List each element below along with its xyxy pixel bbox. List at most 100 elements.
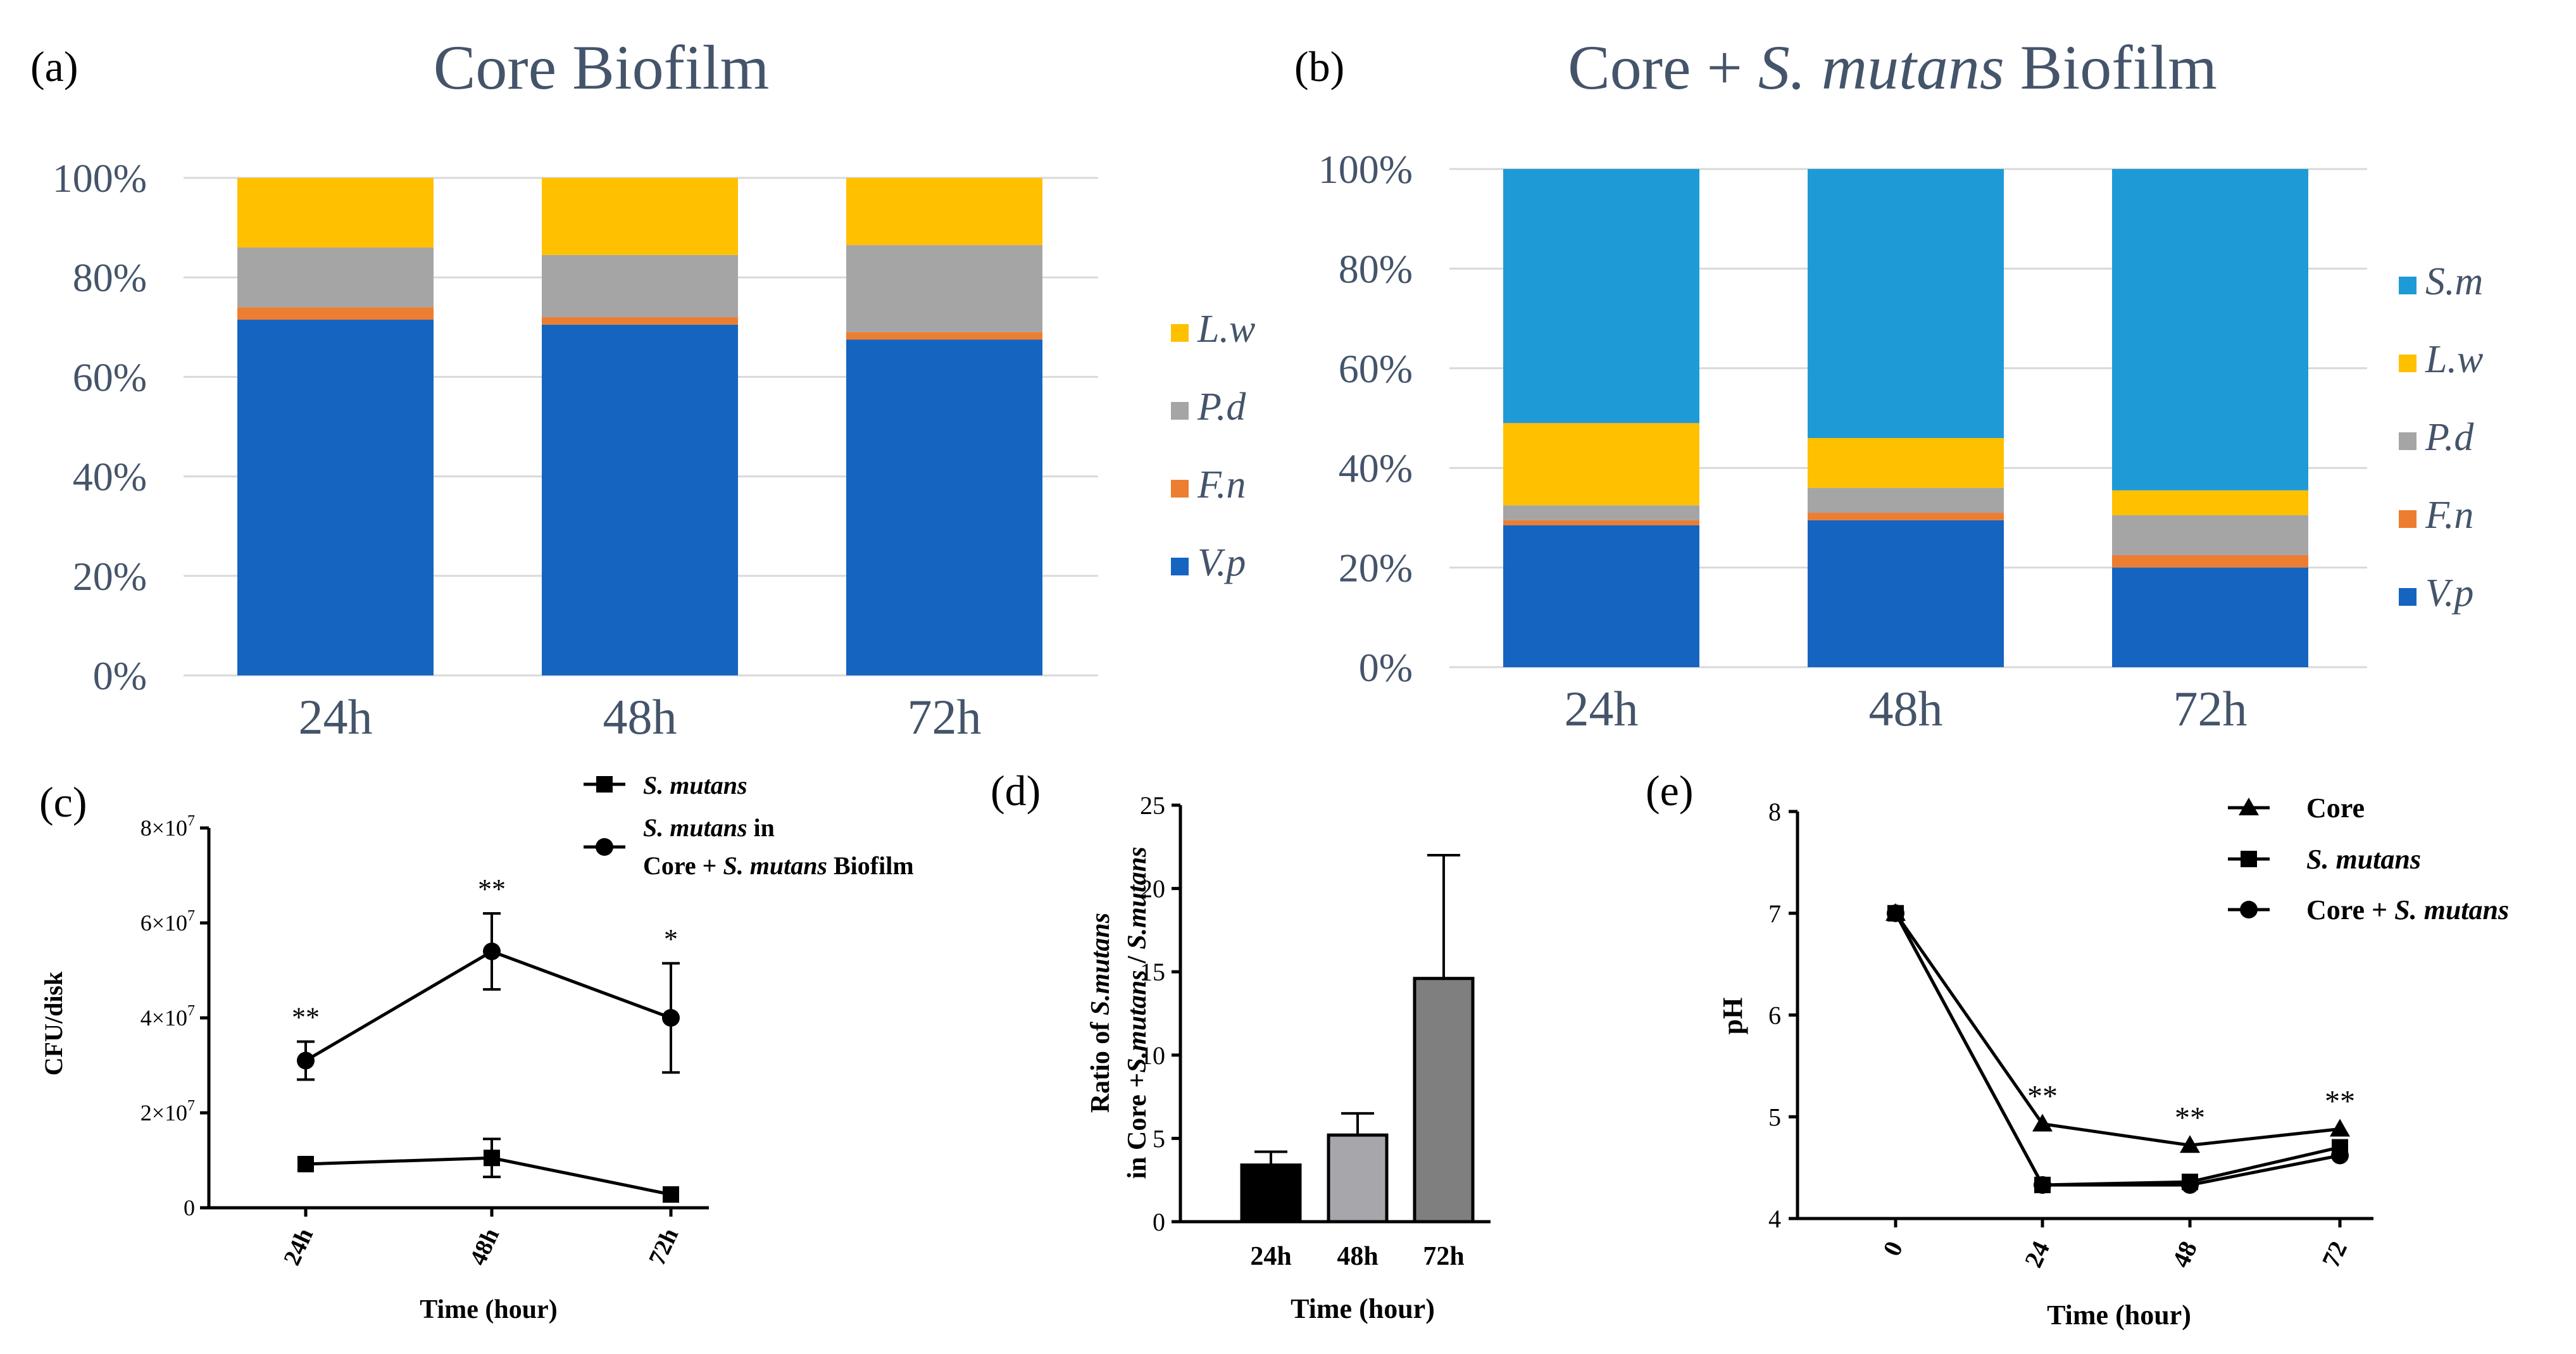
x-axis-ticks-d: 24h 48h 72h	[1250, 1242, 1464, 1271]
significance-label: *	[664, 924, 678, 955]
legend-label: P.d	[2425, 416, 2474, 459]
x-axis-label-c: Time (hour)	[420, 1295, 557, 1324]
significance-e: ** ** **	[2027, 1080, 2355, 1135]
legend-swatch	[2399, 277, 2417, 294]
y-tick-label: 0%	[93, 653, 147, 698]
y-tick-label: 0	[1153, 1208, 1165, 1236]
legend-label: S. mutans	[643, 771, 747, 799]
axes-c	[200, 826, 709, 1217]
legend-label: Core + S. mutans	[2306, 894, 2509, 925]
y-tick-label: 7	[1768, 900, 1781, 928]
panel-e: (e) 4 5 6 7 8 0 24 48 72 ** ** ** pH Tim…	[1646, 767, 2509, 1331]
y-tick-label: 80%	[1339, 246, 1413, 291]
panel-label-d: (d)	[991, 767, 1041, 815]
chart-title-b: Core + S. mutans Biofilm	[1568, 32, 2217, 103]
significance-label: **	[292, 1002, 320, 1033]
chart-title-a: Core Biofilm	[434, 32, 770, 103]
legend-label: S.m	[2425, 260, 2483, 303]
bar	[1327, 1133, 1389, 1224]
x-tick-label: 72h	[908, 689, 982, 744]
triangle-marker	[2180, 1135, 2200, 1153]
series-line	[1894, 912, 2341, 1187]
circle-marker	[2034, 1175, 2051, 1194]
square-marker-icon	[596, 776, 613, 793]
bar-segment-lw	[2112, 490, 2308, 515]
bar-segment-lw	[1808, 437, 2004, 488]
y-axis-label-d: Ratio of S.mutans in Core +S.mutans / S.…	[1086, 846, 1152, 1179]
significance-c: ** ** *	[292, 874, 678, 1033]
bar-segment-sm	[1808, 169, 2004, 438]
panel-label-e: (e)	[1646, 767, 1693, 815]
circle-marker	[483, 943, 501, 960]
y-tick-label: 5	[1768, 1103, 1781, 1131]
circle-marker	[297, 1051, 315, 1070]
panel-label-b: (b)	[1294, 42, 1344, 91]
circle-marker	[2181, 1175, 2199, 1194]
series-e	[1885, 903, 2350, 1194]
y-tick-label: 8	[1768, 798, 1781, 826]
y-tick-label: 100%	[53, 156, 147, 201]
bar-segment-fn	[1503, 520, 1699, 525]
legend-label: V.p	[1197, 541, 1246, 584]
triangle-marker	[2330, 1119, 2350, 1137]
bar-segment-vp	[2112, 567, 2308, 667]
panel-b: (b) Core + S. mutans Biofilm 0% 20% 40% …	[1294, 32, 2483, 736]
bar-segment-pd	[846, 245, 1042, 332]
legend-b: S.m L.w P.d F.n V.p	[2399, 260, 2483, 615]
significance-label: **	[2325, 1085, 2355, 1119]
x-axis-ticks-a: 24h 48h 72h	[299, 689, 982, 744]
y-tick-label: 5	[1153, 1124, 1165, 1153]
circle-marker	[2331, 1146, 2349, 1165]
legend-label: S. mutans	[2306, 844, 2421, 875]
bar-segment-lw	[542, 178, 738, 255]
x-tick-label: 24h	[1565, 681, 1639, 736]
bar-segment-lw	[846, 178, 1042, 246]
x-tick-label: 0	[1877, 1237, 1908, 1260]
bar-segment-fn	[542, 317, 738, 325]
bar-segment-fn	[2112, 555, 2308, 568]
y-tick-label: 100%	[1318, 147, 1413, 192]
y-tick-label: 4×107	[141, 1003, 195, 1031]
stacked-bars-a	[237, 178, 1042, 675]
panel-label-c: (c)	[39, 778, 87, 826]
square-marker	[484, 1150, 500, 1167]
legend-swatch	[1171, 324, 1189, 342]
bar-segment-fn	[1808, 513, 2004, 520]
y-tick-label: 40%	[1339, 446, 1413, 491]
legend-e: Core S. mutans Core + S. mutans	[2228, 793, 2509, 925]
y-tick-label: 6×107	[141, 908, 195, 936]
series-line	[1894, 912, 2341, 1187]
bars-d	[1240, 853, 1475, 1224]
x-axis-ticks-e: 0 24 48 72	[1877, 1237, 2353, 1272]
legend-label: Core	[2306, 793, 2365, 824]
bar-segment-pd	[237, 248, 434, 308]
x-tick-label: 72h	[2173, 681, 2248, 736]
stacked-bars-b	[1503, 169, 2308, 667]
y-axis-ticks-c: 0 2×107 4×107 6×107 8×107	[141, 813, 195, 1220]
x-tick-label: 72h	[1423, 1242, 1464, 1271]
y-axis-label-line: in Core +S.mutans / S.mutans	[1123, 846, 1152, 1179]
legend-swatch	[1171, 480, 1189, 498]
bar-segment-vp	[846, 339, 1042, 675]
significance-label: **	[478, 874, 506, 905]
y-tick-label: 20	[1140, 875, 1165, 903]
x-tick-label: 72	[2316, 1237, 2353, 1272]
x-tick-label: 48h	[603, 689, 677, 744]
square-marker-icon	[2241, 851, 2257, 867]
y-tick-label: 8×107	[141, 813, 195, 841]
x-tick-label: 72h	[644, 1224, 684, 1269]
y-axis-ticks-a: 0% 20% 40% 60% 80% 100%	[53, 156, 147, 698]
bar-segment-vp	[1503, 525, 1699, 667]
legend-label: S. mutans in	[643, 813, 775, 842]
legend-label: L.w	[2425, 338, 2483, 381]
panel-a: (a) Core Biofilm 0% 20% 40% 60% 80% 100%…	[30, 32, 1255, 744]
legend-label: P.d	[1197, 386, 1246, 429]
y-tick-label: 2×107	[141, 1098, 195, 1125]
y-axis-label-e: pH	[1717, 998, 1748, 1035]
legend-swatch	[1171, 402, 1189, 420]
x-tick-label: 48	[2166, 1237, 2203, 1272]
significance-label: **	[2175, 1101, 2205, 1134]
y-tick-label: 60%	[73, 354, 147, 399]
axes-e	[1789, 810, 2373, 1227]
